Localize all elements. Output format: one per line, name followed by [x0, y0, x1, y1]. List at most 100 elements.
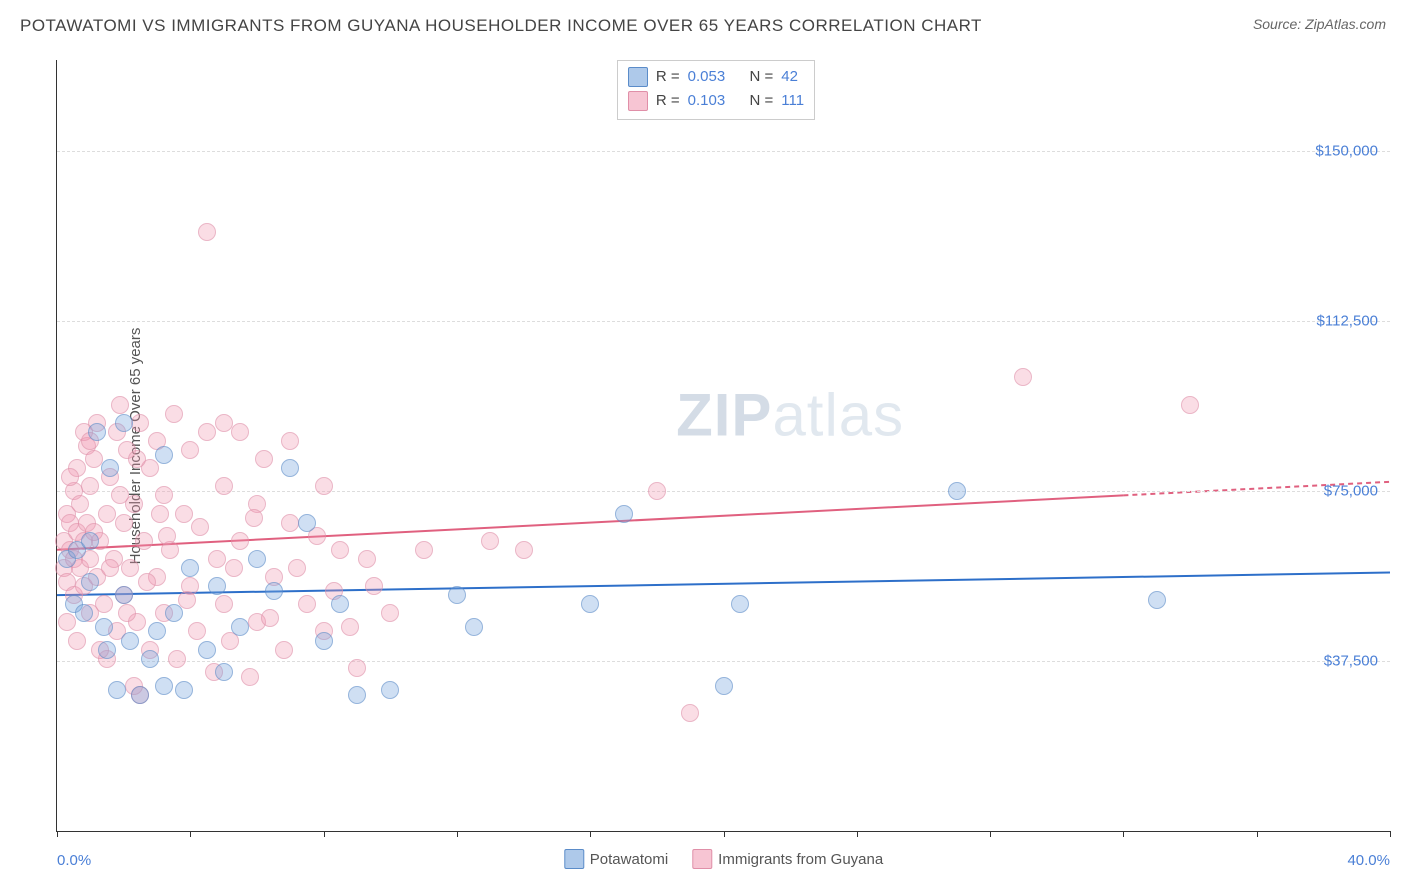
data-point: [298, 595, 316, 613]
data-point: [115, 414, 133, 432]
data-point: [215, 663, 233, 681]
data-point: [348, 686, 366, 704]
x-tick: [990, 831, 991, 837]
correlation-row-series-a: R = 0.053 N = 42: [628, 65, 804, 89]
swatch-series-a: [628, 67, 648, 87]
swatch-series-b: [628, 91, 648, 111]
data-point: [681, 704, 699, 722]
data-point: [481, 532, 499, 550]
data-point: [85, 450, 103, 468]
data-point: [358, 550, 376, 568]
data-point: [581, 595, 599, 613]
data-point: [188, 622, 206, 640]
x-tick: [590, 831, 591, 837]
y-tick-label: $37,500: [1324, 652, 1378, 669]
data-point: [71, 495, 89, 513]
data-point: [165, 405, 183, 423]
data-point: [115, 514, 133, 532]
data-point: [95, 595, 113, 613]
data-point: [118, 604, 136, 622]
data-point: [215, 414, 233, 432]
data-point: [208, 550, 226, 568]
data-point: [281, 514, 299, 532]
swatch-series-b-icon: [692, 849, 712, 869]
data-point: [135, 532, 153, 550]
data-point: [115, 586, 133, 604]
x-tick: [1390, 831, 1391, 837]
data-point: [111, 486, 129, 504]
data-point: [168, 650, 186, 668]
data-point: [75, 604, 93, 622]
data-point: [198, 223, 216, 241]
data-point: [465, 618, 483, 636]
source-attribution: Source: ZipAtlas.com: [1253, 16, 1386, 32]
data-point: [198, 641, 216, 659]
data-point: [101, 559, 119, 577]
data-point: [225, 559, 243, 577]
data-point: [198, 423, 216, 441]
data-point: [648, 482, 666, 500]
x-axis-min-label: 0.0%: [57, 852, 91, 869]
data-point: [148, 622, 166, 640]
legend-item-series-a: Potawatomi: [564, 849, 668, 869]
data-point: [281, 459, 299, 477]
data-point: [158, 527, 176, 545]
data-point: [715, 677, 733, 695]
gridline: [57, 661, 1390, 662]
data-point: [331, 595, 349, 613]
data-point: [381, 604, 399, 622]
swatch-series-a-icon: [564, 849, 584, 869]
data-point: [165, 604, 183, 622]
data-point: [348, 659, 366, 677]
data-point: [231, 532, 249, 550]
data-point: [231, 423, 249, 441]
data-point: [1181, 396, 1199, 414]
chart-title: POTAWATOMI VS IMMIGRANTS FROM GUYANA HOU…: [20, 16, 982, 36]
x-tick: [457, 831, 458, 837]
data-point: [208, 577, 226, 595]
y-tick-label: $150,000: [1315, 142, 1378, 159]
data-point: [121, 559, 139, 577]
data-point: [241, 668, 259, 686]
data-point: [231, 618, 249, 636]
data-point: [155, 446, 173, 464]
data-point: [448, 586, 466, 604]
data-point: [128, 450, 146, 468]
x-axis-max-label: 40.0%: [1347, 852, 1390, 869]
data-point: [315, 477, 333, 495]
correlation-row-series-b: R = 0.103 N = 111: [628, 89, 804, 113]
data-point: [181, 559, 199, 577]
watermark: ZIPatlas: [676, 380, 904, 449]
data-point: [95, 618, 113, 636]
data-point: [365, 577, 383, 595]
data-point: [215, 477, 233, 495]
data-point: [61, 468, 79, 486]
data-point: [175, 681, 193, 699]
data-point: [81, 532, 99, 550]
data-point: [175, 505, 193, 523]
data-point: [615, 505, 633, 523]
data-point: [281, 432, 299, 450]
y-tick-label: $112,500: [1317, 312, 1378, 329]
data-point: [731, 595, 749, 613]
data-point: [131, 414, 149, 432]
data-point: [275, 641, 293, 659]
data-point: [245, 509, 263, 527]
x-tick: [1123, 831, 1124, 837]
gridline: [57, 151, 1390, 152]
data-point: [265, 582, 283, 600]
data-point: [58, 613, 76, 631]
trend-lines-layer: [57, 60, 1390, 831]
data-point: [288, 559, 306, 577]
data-point: [948, 482, 966, 500]
data-point: [191, 518, 209, 536]
data-point: [515, 541, 533, 559]
data-point: [141, 650, 159, 668]
data-point: [381, 681, 399, 699]
data-point: [151, 505, 169, 523]
x-tick: [324, 831, 325, 837]
data-point: [121, 632, 139, 650]
data-point: [1148, 591, 1166, 609]
data-point: [255, 450, 273, 468]
data-point: [88, 423, 106, 441]
